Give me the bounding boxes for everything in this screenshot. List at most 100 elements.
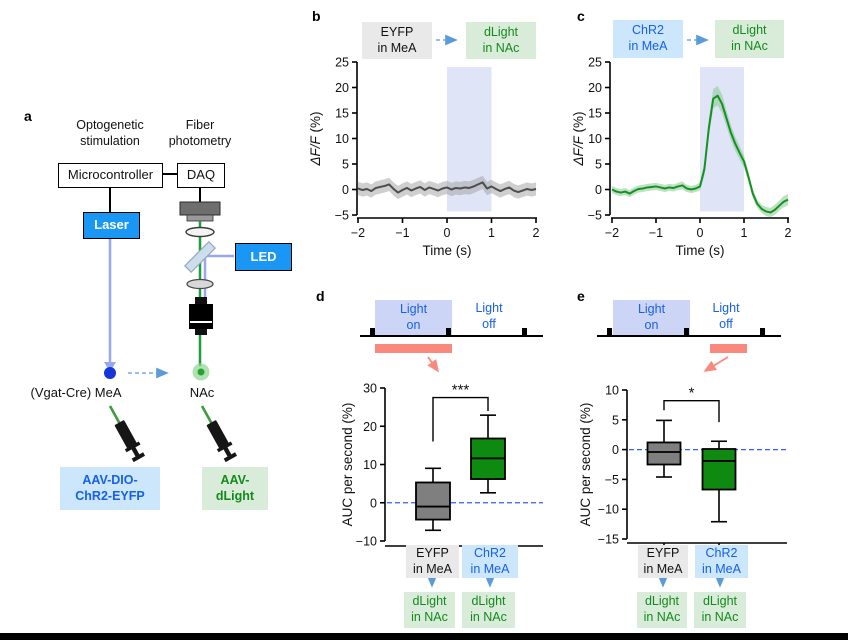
svg-text:0: 0 [342, 183, 349, 197]
svg-text:***: *** [452, 382, 470, 399]
svg-text:*: * [689, 385, 695, 402]
virus-label-chr2-eyfp: AAV-DIO- ChR2-EYFP [60, 467, 160, 510]
group-label-eyfp: EYFP in MeA [406, 545, 459, 578]
svg-text:0: 0 [697, 226, 704, 240]
svg-text:0: 0 [595, 183, 602, 197]
svg-text:15: 15 [335, 107, 349, 121]
svg-text:0: 0 [612, 443, 619, 457]
svg-text:−2: −2 [351, 226, 365, 240]
group-label-chr2: ChR2 in MeA [695, 545, 748, 578]
svg-text:2: 2 [533, 226, 540, 240]
timeline-tick [760, 328, 765, 336]
eyfp-in-mea-tag: EYFP in MeA [362, 22, 432, 59]
optogenetic-stimulation-title: Optogenetic stimulation [76, 118, 144, 148]
svg-text:Time (s): Time (s) [676, 243, 725, 258]
svg-text:ΔF/F (%): ΔF/F (%) [308, 111, 323, 166]
daq-box: DAQ [177, 163, 225, 188]
chart-auc-light-off: 10 5 0 −5 −10 −15 * AUC per second (%) [578, 384, 787, 548]
sensor-label-dlight: dLight in NAc [637, 592, 687, 628]
svg-text:5: 5 [342, 158, 349, 172]
photodetector-icon [179, 201, 221, 216]
svg-text:0: 0 [370, 496, 377, 510]
panel-label-a: a [24, 108, 32, 124]
mea-region-label: (Vgat-Cre) MeA [30, 385, 122, 400]
svg-text:10: 10 [588, 132, 602, 146]
chr2-in-mea-tag: ChR2 in MeA [613, 20, 683, 58]
svg-text:25: 25 [588, 56, 602, 70]
dichroic-mirror-icon [183, 240, 217, 274]
objective-icon [189, 297, 213, 335]
nac-region-label: NAc [189, 385, 215, 400]
svg-text:−10: −10 [598, 503, 619, 517]
svg-text:0: 0 [444, 226, 451, 240]
syringe-icon [108, 405, 146, 463]
svg-text:AUC per second (%): AUC per second (%) [578, 403, 593, 527]
timeline-tick [684, 328, 689, 336]
timeline-tick [607, 328, 612, 336]
svg-text:10: 10 [363, 458, 377, 472]
svg-text:30: 30 [363, 382, 377, 396]
svg-text:5: 5 [595, 158, 602, 172]
dlight-in-nac-tag: dLight in NAc [466, 22, 536, 59]
svg-text:AUC per second (%): AUC per second (%) [340, 403, 355, 527]
light-on-label: Light on [637, 302, 666, 332]
svg-text:25: 25 [335, 56, 349, 70]
dlight-in-nac-tag: dLight in NAc [715, 20, 784, 58]
svg-text:20: 20 [588, 81, 602, 95]
svg-text:Time (s): Time (s) [423, 243, 472, 258]
analysis-window-bar [710, 344, 747, 353]
svg-text:−10: −10 [356, 535, 377, 549]
fiber-photometry-title: Fiber photometry [168, 118, 232, 148]
led-light-path [203, 254, 234, 303]
panel-label-b: b [312, 8, 321, 24]
timeline-tick [370, 328, 375, 336]
svg-text:−5: −5 [588, 209, 602, 223]
syringe-icon [200, 405, 238, 463]
microcontroller-box: Microcontroller [58, 163, 163, 188]
svg-text:20: 20 [363, 420, 377, 434]
sensor-label-dlight: dLight in NAc [694, 592, 746, 628]
light-on-band [375, 300, 452, 336]
panel-label-c: c [577, 8, 585, 24]
svg-text:−2: −2 [605, 226, 619, 240]
mea-site-dot [104, 367, 116, 379]
laser-box: Laser [83, 212, 140, 239]
svg-text:−1: −1 [649, 226, 663, 240]
nac-site-dot [197, 368, 205, 376]
light-off-label: Light off [475, 301, 503, 331]
virus-label-dlight: AAV- dLight [202, 467, 268, 510]
svg-text:5: 5 [612, 413, 619, 427]
analysis-window-arrow [427, 356, 440, 373]
photodetector-mount-icon [186, 214, 214, 222]
timeline-tick [522, 328, 527, 336]
svg-text:20: 20 [335, 81, 349, 95]
svg-text:10: 10 [605, 384, 619, 398]
led-box: LED [235, 243, 292, 271]
analysis-window-bar [375, 344, 452, 353]
lens-icon [185, 226, 215, 238]
panel-label-d: d [316, 288, 325, 304]
lens-icon [186, 278, 214, 290]
sensor-label-dlight: dLight in NAc [462, 592, 515, 628]
svg-text:−5: −5 [605, 473, 619, 487]
group-label-eyfp: EYFP in MeA [638, 545, 688, 578]
chart-photometry-eyfp: 25 20 15 10 5 0 −5−2 −1 0 1 2 Time (s) ΔF/F (%) [308, 56, 540, 259]
light-on-band [613, 300, 690, 336]
light-off-label: Light off [712, 301, 740, 331]
panel-label-e: e [577, 288, 585, 304]
svg-text:15: 15 [588, 107, 602, 121]
svg-text:−5: −5 [335, 209, 349, 223]
light-on-label: Light on [399, 302, 428, 332]
svg-text:10: 10 [335, 132, 349, 146]
sensor-label-dlight: dLight in NAc [404, 592, 455, 628]
svg-text:−1: −1 [395, 226, 409, 240]
analysis-window-arrow [703, 356, 729, 372]
svg-text:1: 1 [741, 226, 748, 240]
svg-text:1: 1 [488, 226, 495, 240]
chart-photometry-chr2: 25 20 15 10 5 0 −5−2 −1 0 1 2 Time (s) ΔF/F (%) [571, 56, 792, 259]
svg-text:ΔF/F (%): ΔF/F (%) [571, 111, 586, 166]
svg-text:−15: −15 [598, 533, 619, 547]
figure-bottom-rule [0, 633, 848, 640]
